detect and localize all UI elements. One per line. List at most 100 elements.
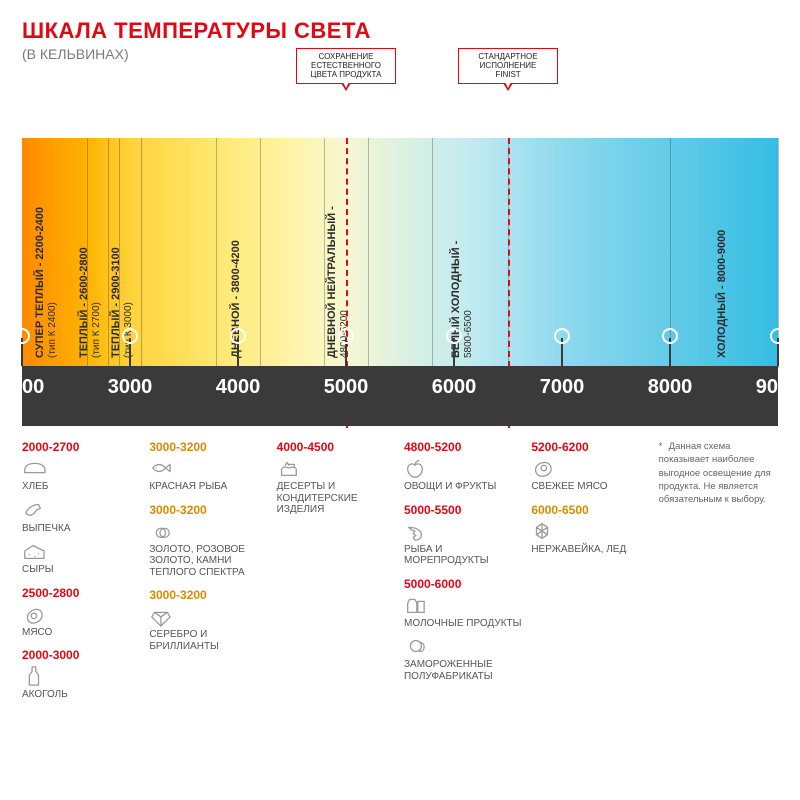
product-label: ОВОЩИ И ФРУКТЫ: [404, 481, 523, 493]
products: 2000-2700 ХЛЕБ ВЫПЕЧКА СЫРЫ 2500-2800 МЯСО 200…: [22, 440, 778, 711]
cheese-icon: [22, 540, 141, 562]
product-range: 2000-2700: [22, 440, 141, 454]
product-range: 4800-5200: [404, 440, 523, 454]
callouts: СОХРАНЕНИЕЕСТЕСТВЕННОГОЦВЕТА ПРОДУКТА СТА…: [0, 48, 800, 92]
rings-icon: [149, 520, 268, 542]
product-item: ЗАМОРОЖЕННЫЕ ПОЛУФАБРИКАТЫ: [404, 635, 523, 682]
product-range: 6000-6500: [531, 503, 650, 517]
product-item: НЕРЖАВЕЙКА, ЛЕД: [531, 520, 650, 556]
product-group: 6000-6500 НЕРЖАВЕЙКА, ЛЕД: [531, 503, 650, 556]
axis-tick: 2000: [21, 338, 23, 366]
shrimp-icon: [404, 520, 523, 542]
product-range: 3000-3200: [149, 588, 268, 602]
product-item: АКОГОЛЬ: [22, 665, 141, 701]
product-label: СВЕЖЕЕ МЯСО: [531, 481, 650, 493]
product-range: 4000-4500: [277, 440, 396, 454]
diamond-icon: [149, 605, 268, 627]
axis-tick: 7000: [561, 338, 563, 366]
page: ШКАЛА ТЕМПЕРАТУРЫ СВЕТА (В КЕЛЬВИНАХ) СО…: [0, 0, 800, 800]
product-label: СЕРЕБРО И БРИЛЛИАНТЫ: [149, 629, 268, 652]
product-label: НЕРЖАВЕЙКА, ЛЕД: [531, 544, 650, 556]
product-item: СВЕЖЕЕ МЯСО: [531, 457, 650, 493]
axis-tick: 4000: [237, 338, 239, 366]
product-item: МЯСО: [22, 603, 141, 639]
axis-tick: 9000: [777, 338, 779, 366]
axis-tick: 5000: [345, 338, 347, 366]
spectrum-label: ТЕПЛЫЙ - 2600-2800(тип К 2700): [78, 247, 102, 358]
product-item: СЫРЫ: [22, 540, 141, 576]
product-column: 4000-4500 ДЕСЕРТЫ И КОНДИТЕРСКИЕ ИЗДЕЛИЯ: [277, 440, 396, 711]
spectrum-label: СУПЕР ТЕПЛЫЙ - 2200-2400(тип К 2400): [34, 207, 58, 358]
product-range: 5000-5500: [404, 503, 523, 517]
axis-tick: 3000: [129, 338, 131, 366]
callout: СТАНДАРТНОЕИСПОЛНЕНИЕFINIST: [458, 48, 558, 84]
product-label: КРАСНАЯ РЫБА: [149, 481, 268, 493]
product-group: 4000-4500 ДЕСЕРТЫ И КОНДИТЕРСКИЕ ИЗДЕЛИЯ: [277, 440, 396, 516]
product-range: 5000-6000: [404, 577, 523, 591]
fish-icon: [149, 457, 268, 479]
product-item: СЕРЕБРО И БРИЛЛИАНТЫ: [149, 605, 268, 652]
product-range: 5200-6200: [531, 440, 650, 454]
separator: [141, 138, 142, 368]
note-column: *Данная схема показывает наиболее выгодн…: [659, 440, 778, 711]
product-label: ЗАМОРОЖЕННЫЕ ПОЛУФАБРИКАТЫ: [404, 659, 523, 682]
product-item: ВЫПЕЧКА: [22, 499, 141, 535]
product-group: 4800-5200 ОВОЩИ И ФРУКТЫ: [404, 440, 523, 493]
page-title: ШКАЛА ТЕМПЕРАТУРЫ СВЕТА: [22, 18, 778, 44]
separator: [432, 138, 433, 368]
product-group: 3000-3200 СЕРЕБРО И БРИЛЛИАНТЫ: [149, 588, 268, 652]
apple-icon: [404, 457, 523, 479]
note: *Данная схема показывает наиболее выгодн…: [659, 440, 778, 506]
spectrum-label: ХОЛОДНЫЙ - 8000-9000: [716, 230, 728, 358]
axis: 20003000400050006000700080009000: [22, 366, 778, 426]
separator: [260, 138, 261, 368]
separator: [216, 138, 217, 368]
product-column: 4800-5200 ОВОЩИ И ФРУКТЫ 5000-5500 РЫБА И М…: [404, 440, 523, 711]
product-group: 2500-2800 МЯСО: [22, 586, 141, 639]
product-label: СЫРЫ: [22, 564, 141, 576]
bottle-icon: [22, 665, 141, 687]
ice-icon: [531, 520, 650, 542]
product-label: АКОГОЛЬ: [22, 689, 141, 701]
product-range: 2000-3000: [22, 648, 141, 662]
product-label: ЗОЛОТО, РОЗОВОЕ ЗОЛОТО, КАМНИ ТЕПЛОГО СП…: [149, 544, 268, 579]
product-label: РЫБА И МОРЕПРОДУКТЫ: [404, 544, 523, 567]
product-item: РЫБА И МОРЕПРОДУКТЫ: [404, 520, 523, 567]
product-item: ЗОЛОТО, РОЗОВОЕ ЗОЛОТО, КАМНИ ТЕПЛОГО СП…: [149, 520, 268, 579]
product-range: 3000-3200: [149, 503, 268, 517]
product-group: 2000-3000 АКОГОЛЬ: [22, 648, 141, 701]
separator: [368, 138, 369, 368]
product-label: ВЫПЕЧКА: [22, 523, 141, 535]
croissant-icon: [22, 499, 141, 521]
product-group: 3000-3200 КРАСНАЯ РЫБА: [149, 440, 268, 493]
product-label: МОЛОЧНЫЕ ПРОДУКТЫ: [404, 618, 523, 630]
product-column: 3000-3200 КРАСНАЯ РЫБА 3000-3200 ЗОЛОТО, РО…: [149, 440, 268, 711]
milk-icon: [404, 594, 523, 616]
product-label: МЯСО: [22, 627, 141, 639]
meat-icon: [22, 603, 141, 625]
product-group: 2000-2700 ХЛЕБ ВЫПЕЧКА СЫРЫ: [22, 440, 141, 576]
product-label: ХЛЕБ: [22, 481, 141, 493]
frozen-icon: [404, 635, 523, 657]
product-item: ДЕСЕРТЫ И КОНДИТЕРСКИЕ ИЗДЕЛИЯ: [277, 457, 396, 516]
product-item: ХЛЕБ: [22, 457, 141, 493]
product-item: МОЛОЧНЫЕ ПРОДУКТЫ: [404, 594, 523, 630]
product-group: 5000-5500 РЫБА И МОРЕПРОДУКТЫ: [404, 503, 523, 567]
product-range: 2500-2800: [22, 586, 141, 600]
product-item: КРАСНАЯ РЫБА: [149, 457, 268, 493]
product-group: 5000-6000 МОЛОЧНЫЕ ПРОДУКТЫ ЗАМОРОЖЕННЫЕ П…: [404, 577, 523, 683]
product-column: 5200-6200 СВЕЖЕЕ МЯСО 6000-6500 НЕРЖАВЕЙКА,…: [531, 440, 650, 711]
callout: СОХРАНЕНИЕЕСТЕСТВЕННОГОЦВЕТА ПРОДУКТА: [296, 48, 396, 84]
steak-icon: [531, 457, 650, 479]
axis-tick: 8000: [669, 338, 671, 366]
product-group: 5200-6200 СВЕЖЕЕ МЯСО: [531, 440, 650, 493]
product-range: 3000-3200: [149, 440, 268, 454]
product-item: ОВОЩИ И ФРУКТЫ: [404, 457, 523, 493]
axis-tick: 6000: [453, 338, 455, 366]
product-group: 3000-3200 ЗОЛОТО, РОЗОВОЕ ЗОЛОТО, КАМНИ Т…: [149, 503, 268, 579]
spectrum-wrap: СУПЕР ТЕПЛЫЙ - 2200-2400(тип К 2400) ТЕПЛ…: [22, 138, 778, 426]
product-column: 2000-2700 ХЛЕБ ВЫПЕЧКА СЫРЫ 2500-2800 МЯСО 200…: [22, 440, 141, 711]
bread-icon: [22, 457, 141, 479]
cake-icon: [277, 457, 396, 479]
product-label: ДЕСЕРТЫ И КОНДИТЕРСКИЕ ИЗДЕЛИЯ: [277, 481, 396, 516]
